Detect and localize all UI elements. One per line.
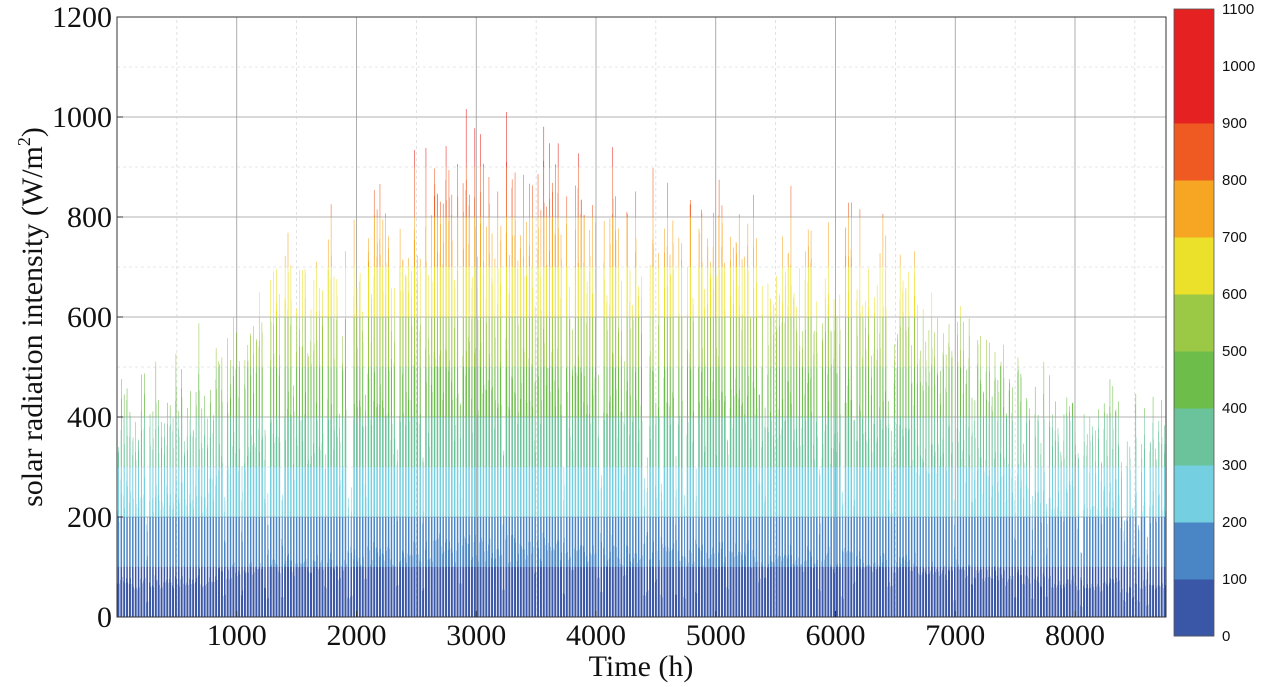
y-axis-label-superscript: 2	[14, 137, 34, 146]
colorbar-segment	[1174, 123, 1214, 181]
y-tick-label: 400	[67, 401, 112, 434]
colorbar-label: 800	[1222, 172, 1247, 189]
x-axis-label: Time (h)	[589, 650, 694, 683]
colorbar-segment	[1174, 465, 1214, 523]
x-tick-label: 6000	[805, 619, 865, 652]
y-axis-label-main: solar radiation intensity (W/m	[16, 146, 49, 507]
colorbar-label: 1000	[1222, 58, 1255, 75]
y-tick-label: 200	[67, 501, 112, 534]
colorbar-segment	[1174, 180, 1214, 238]
colorbar-label: 1100	[1222, 1, 1254, 18]
y-tick-label: 800	[67, 201, 112, 234]
x-axis-ticks: 1000 2000 3000 4000 5000 6000 7000 8000	[207, 611, 1105, 652]
x-tick-label: 7000	[925, 619, 985, 652]
radiation-bar-path	[117, 109, 1166, 617]
colorbar-label: 400	[1222, 400, 1247, 417]
colorbar-segment	[1174, 408, 1214, 466]
colorbar-label: 500	[1222, 343, 1247, 360]
y-axis-label-close: )	[16, 127, 49, 137]
colorbar-frame	[1173, 8, 1215, 637]
colorbar-segment	[1174, 351, 1214, 409]
colorbar-segment	[1174, 66, 1214, 124]
plot-area	[116, 16, 1167, 618]
colorbar-label: 900	[1222, 115, 1247, 132]
colorbar: 0 100 200 300 400 500 600 700 800 900 1000 1100	[1173, 1, 1255, 645]
colorbar-label: 200	[1222, 514, 1247, 531]
x-tick-label: 3000	[446, 619, 506, 652]
colorbar-segment	[1174, 237, 1214, 295]
x-tick-label: 8000	[1045, 619, 1105, 652]
x-tick-label: 4000	[566, 619, 626, 652]
y-tick-label: 1200	[52, 1, 112, 34]
x-tick-label: 1000	[207, 619, 267, 652]
colorbar-label: 300	[1222, 457, 1247, 474]
hourly-radiation-bars	[117, 109, 1166, 617]
colorbar-segment	[1174, 9, 1214, 67]
y-tick-label: 1000	[52, 101, 112, 134]
colorbar-segment	[1174, 522, 1214, 580]
colorbar-label: 700	[1222, 229, 1247, 246]
x-tick-label: 2000	[326, 619, 386, 652]
colorbar-label: 100	[1222, 571, 1247, 588]
y-axis-ticks: 0 200 400 600 800 1000 1200	[52, 1, 123, 634]
y-tick-label: 600	[67, 301, 112, 334]
y-axis-label: solar radiation intensity (W/m2)	[14, 127, 49, 507]
colorbar-segment	[1174, 294, 1214, 352]
colorbar-label: 600	[1222, 286, 1247, 303]
y-tick-label: 0	[97, 601, 112, 634]
x-tick-label: 5000	[686, 619, 746, 652]
colorbar-label: 0	[1222, 628, 1230, 645]
colorbar-segment	[1174, 579, 1214, 637]
